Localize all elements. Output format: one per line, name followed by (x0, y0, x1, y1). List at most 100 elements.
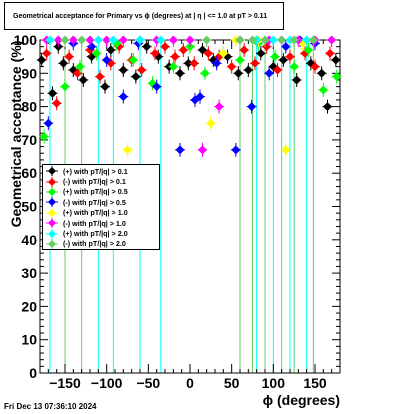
data-point (233, 68, 243, 78)
data-point (175, 145, 185, 155)
data-point (37, 55, 47, 65)
data-point (212, 58, 222, 68)
data-point (131, 72, 141, 82)
data-point (198, 145, 207, 155)
x-tick-label: 100 (262, 375, 286, 391)
y-tick-label: 70 (21, 132, 37, 148)
y-tick-label: 90 (21, 65, 37, 81)
legend-entry: (+) with pT/|q| > 2.0 (45, 228, 159, 239)
legend-marker (48, 239, 56, 248)
data-point (68, 35, 78, 45)
data-point (302, 35, 312, 45)
data-point (100, 82, 110, 92)
data-point (239, 45, 249, 55)
data-point (93, 35, 103, 45)
data-point (310, 62, 320, 72)
x-axis-label: ϕ (degrees) (262, 392, 340, 408)
legend-marker-icon (46, 197, 58, 208)
data-points (36, 35, 342, 157)
y-axis-label: Geometrical acceptance (%) (8, 40, 24, 228)
x-tick-label: 150 (303, 375, 327, 391)
data-point (175, 68, 185, 78)
legend-label: (+) with pT/|q| > 2.0 (63, 229, 128, 239)
chart-title: Geometrical acceptance for Primary vs ϕ … (4, 2, 284, 30)
data-point (118, 35, 128, 45)
y-tick-label: 100 (14, 32, 38, 48)
x-tick-label: 0 (186, 375, 194, 391)
data-point (278, 55, 288, 65)
y-tick-label: 30 (21, 265, 37, 281)
data-point (118, 92, 128, 102)
data-point (53, 35, 63, 45)
data-point (281, 145, 291, 155)
data-point (45, 35, 55, 45)
y-tick-label: 40 (21, 232, 37, 248)
data-point (235, 35, 245, 45)
data-point (150, 48, 160, 58)
data-point (264, 68, 274, 78)
data-point (243, 65, 253, 75)
data-point (260, 35, 270, 45)
data-point (185, 35, 195, 45)
data-point (277, 35, 287, 45)
legend-marker (48, 177, 56, 186)
data-point (135, 35, 145, 45)
data-point (289, 62, 299, 72)
data-point (203, 48, 213, 58)
data-point (95, 72, 105, 82)
data-point (160, 42, 170, 52)
x-tick-label: −100 (91, 375, 123, 391)
legend-label: (-) with pT/|q| > 0.1 (63, 177, 126, 187)
legend-entry: (-) with pT/|q| > 1.0 (45, 218, 159, 229)
data-point (323, 102, 332, 112)
data-point (75, 62, 85, 72)
data-point (178, 45, 188, 55)
data-point (235, 55, 245, 65)
data-point (332, 72, 342, 82)
legend: (+) with pT/|q| > 0.1 (-) with pT/|q| > 0… (42, 164, 160, 250)
legend-label: (-) with pT/|q| > 2.0 (63, 239, 126, 249)
y-tick-label: 10 (21, 332, 37, 348)
legend-marker-icon (46, 207, 58, 218)
data-point (128, 55, 138, 65)
data-point (281, 42, 291, 52)
data-point (39, 132, 49, 142)
data-point (208, 55, 218, 65)
axis-ticks: 0 10 20 30 40 50 60 70 80 90 100 −150 −100 −50 0 50 100 1… (14, 32, 340, 391)
data-point (58, 58, 68, 68)
y-tick-label: 50 (21, 199, 37, 215)
vertical-line-layer (49, 40, 314, 373)
data-point (325, 48, 335, 58)
data-point (331, 55, 341, 65)
data-point (64, 52, 74, 62)
data-point (52, 98, 62, 108)
legend-marker-icon (46, 186, 58, 197)
legend-marker (48, 219, 56, 228)
legend-entry: (+) with pT/|q| > 1.0 (45, 207, 159, 218)
y-tick-label: 20 (21, 298, 37, 314)
legend-marker-icon (46, 228, 58, 239)
y-tick-label: 60 (21, 165, 37, 181)
legend-marker-icon (46, 176, 58, 187)
x-tick-label: −50 (136, 375, 160, 391)
legend-entry: (-) with pT/|q| > 0.5 (45, 197, 159, 208)
data-point (156, 35, 166, 45)
data-point (250, 58, 260, 68)
data-point (137, 65, 147, 75)
legend-marker (48, 208, 56, 217)
data-point (102, 55, 112, 65)
data-point (247, 102, 257, 112)
legend-marker (48, 167, 56, 176)
data-point (317, 68, 327, 78)
data-point (195, 92, 205, 102)
data-point (273, 65, 282, 75)
data-point (200, 68, 210, 78)
legend-label: (-) with pT/|q| > 0.5 (63, 197, 126, 207)
data-point (87, 42, 97, 52)
data-point (60, 82, 70, 92)
legend-marker-icon (46, 238, 58, 249)
legend-entry: (+) with pT/|q| > 0.1 (45, 166, 159, 177)
data-point (43, 118, 53, 128)
data-point (318, 85, 328, 95)
